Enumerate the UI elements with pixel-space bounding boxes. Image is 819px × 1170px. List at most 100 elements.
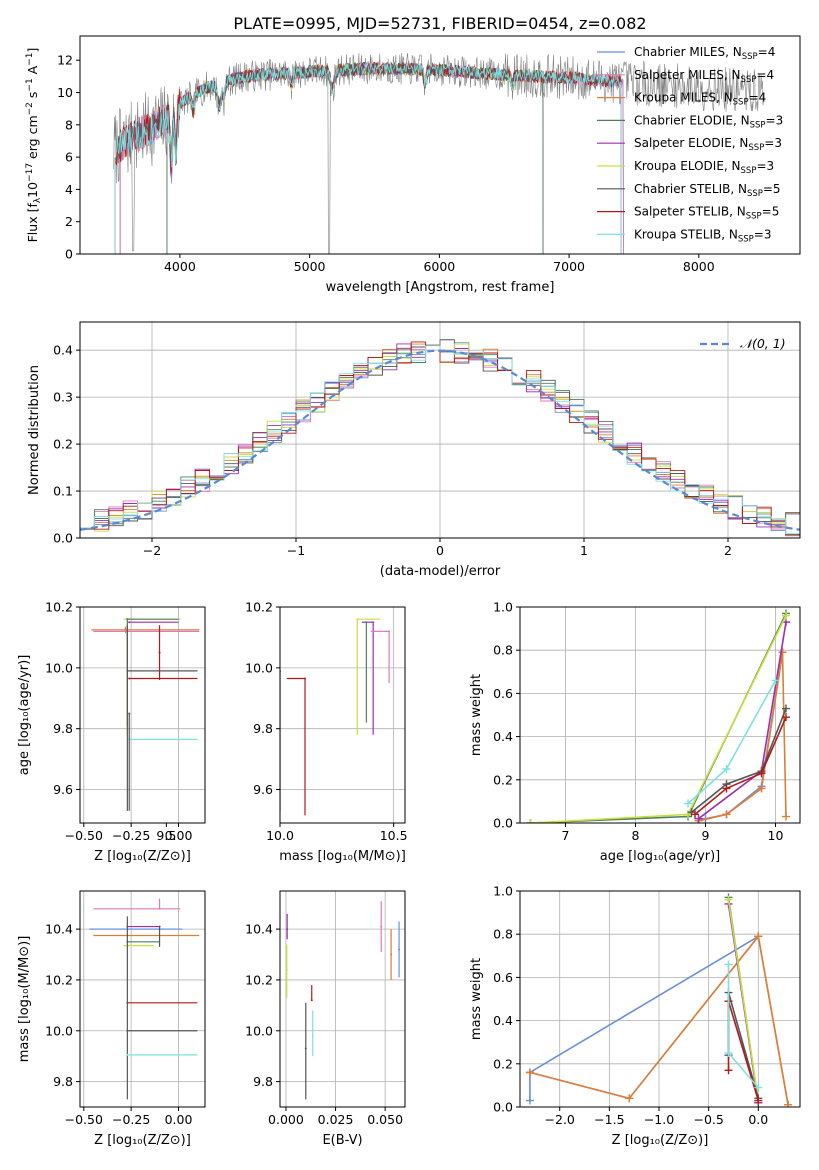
y-tick-label: 10.0: [245, 1023, 273, 1038]
data-point-marker: [722, 784, 731, 793]
axes: −0.50 −0.25 0.00 9.8 10.0 10.2 10.4 Z [log₁₀(Z/…: [17, 890, 206, 1148]
axes-frame: [519, 890, 801, 1108]
age-vs-metallicity-panel: −0.50 −0.25 0.00 9.6 9.8 10.0 10.2 Z [log₁₀(Z/Z…: [17, 600, 206, 864]
series-line: [705, 652, 784, 820]
x-tick-label: 2: [724, 543, 732, 558]
histogram-chabrier-stelib: [80, 345, 800, 538]
x-tick-label: −2.0: [545, 1112, 575, 1127]
histogram-kroupa-miles: [80, 343, 800, 538]
y-tick-label: 0.2: [493, 772, 513, 787]
x-tick-label: 8: [632, 828, 640, 843]
y-tick-label: 2: [65, 214, 73, 229]
legend-entry: Kroupa ELODIE, NSSP=3: [634, 159, 774, 176]
plot-area: [525, 893, 793, 1107]
axes: 0.000 0.025 0.050 9.8 10.0 10.2 10.4 E(B-V): [245, 890, 406, 1148]
series-line: [530, 615, 787, 823]
x-tick-label: 10: [768, 828, 784, 843]
data-point: [388, 630, 391, 633]
y-tick-label: 0.6: [493, 970, 513, 985]
y-tick-label: 0.4: [493, 1013, 513, 1028]
series-kroupa-stelib: [724, 960, 763, 1092]
errorbar-kroupa-stelib: [311, 1010, 314, 1057]
residual-histogram-panel: −2 −1 0 1 2 0.0 0.1 0.2 0.3 0.4 (data-model)/error…: [27, 321, 801, 579]
axes-frame: [279, 890, 406, 1108]
y-axis-label: mass weight: [469, 958, 484, 1040]
data-point-marker: [724, 1066, 733, 1075]
errorbar-salpeter-miles: [370, 630, 391, 684]
x-tick-label: 0.025: [318, 1112, 354, 1127]
x-tick-label: −0.25: [112, 1112, 150, 1127]
x-tick-label: 7000: [553, 259, 585, 274]
y-tick-label: 9.8: [53, 721, 73, 736]
histogram-salpeter-stelib: [80, 341, 800, 538]
data-point-marker: [778, 648, 787, 657]
histogram-salpeter-miles: [80, 339, 800, 538]
errorbar-salpeter-stelib: [158, 625, 161, 681]
errorbar-kroupa-miles: [390, 929, 393, 980]
data-point: [158, 907, 161, 910]
grid: [80, 891, 205, 1107]
x-tick-label: 0.050: [367, 1112, 403, 1127]
axes-frame: [79, 606, 206, 824]
series-chabrier-stelib: [687, 704, 790, 817]
data-point: [256, 738, 258, 740]
data-point: [126, 618, 129, 621]
errorbar-chabrier-elodie: [126, 618, 179, 726]
y-tick-label: 0.6: [493, 686, 513, 701]
plot-area: [80, 339, 800, 538]
y-tick-label: 0.0: [53, 531, 73, 546]
data-point-marker: [754, 1083, 763, 1092]
histogram-kroupa-stelib: [80, 345, 800, 538]
histogram-chabrier-miles: [80, 342, 800, 538]
y-axis-label: Normed distribution: [27, 365, 42, 495]
model-spectrum-kroupa-stelib: [114, 61, 622, 254]
model-spectrum-salpeter-miles: [119, 62, 624, 254]
legend-entry: Chabrier MILES, NSSP=4: [634, 45, 775, 62]
errorbar-salpeter-miles: [380, 901, 383, 952]
x-tick-label: 4000: [164, 259, 196, 274]
histogram-kroupa-elodie: [80, 343, 800, 538]
x-tick-label: 9.5: [156, 828, 176, 843]
legend-entry: Salpeter STELIB, NSSP=5: [634, 205, 779, 222]
data-point-marker: [694, 814, 703, 823]
data-point: [365, 621, 368, 624]
histogram-salpeter-elodie: [80, 343, 800, 538]
series-line: [530, 613, 787, 823]
y-tick-label: 1.0: [493, 600, 513, 615]
data-point: [372, 621, 375, 624]
x-tick-label: 10.0: [266, 828, 294, 843]
x-axis-label: Z [log₁₀(Z/Z⊙)]: [612, 1133, 709, 1148]
series-kroupa-miles: [525, 932, 793, 1107]
axes: −2 −1 0 1 2 0.0 0.1 0.2 0.3 0.4 (data-model)/error…: [27, 321, 801, 579]
y-tick-label: 0.2: [53, 437, 73, 452]
errorbar-salpeter-miles: [93, 898, 181, 910]
legend-entry: Kroupa MILES, NSSP=4: [634, 91, 766, 108]
errorbar-salpeter-elodie: [286, 913, 289, 940]
errorbar-salpeter-miles: [93, 628, 200, 635]
errorbar-salpeter-stelib: [126, 1001, 198, 1004]
y-tick-label: 9.6: [53, 782, 73, 797]
y-axis-label: mass [log₁₀(M/M⊙)]: [17, 936, 32, 1063]
weight-vs-metallicity-panel: −2.0 −1.5 −1.0 −0.5 0.0 0.0 0.2 0.4 0.6 0.8 1.0 Z […: [469, 884, 801, 1148]
data-point: [158, 651, 161, 654]
y-axis-label: Flux [fλ10−17 erg cm−2 s−1 A−1]: [25, 48, 43, 243]
data-point: [126, 669, 129, 672]
legend-entry: Salpeter MILES, NSSP=4: [634, 68, 774, 85]
data-point: [310, 999, 313, 1002]
series-kroupa-miles: [694, 648, 790, 823]
x-tick-label: −1: [287, 543, 305, 558]
data-point-marker: [754, 1096, 763, 1105]
axes: −2.0 −1.5 −1.0 −0.5 0.0 0.0 0.2 0.4 0.6 0.8 1.0 Z […: [469, 884, 801, 1148]
y-tick-label: 12: [57, 53, 73, 68]
x-tick-label: −0.50: [65, 1112, 103, 1127]
histogram-chabrier-elodie: [80, 339, 800, 538]
data-point: [304, 1047, 307, 1050]
y-tick-label: 10.2: [45, 972, 73, 987]
errorbar-chabrier-stelib: [304, 1002, 307, 1100]
y-tick-label: 8: [65, 117, 73, 132]
errorbar-chabrier-stelib: [126, 625, 198, 811]
y-axis-label: age [log₁₀(age/yr)]: [17, 655, 32, 776]
axes-frame: [79, 35, 801, 255]
x-tick-label: 0.000: [268, 1112, 304, 1127]
data-point: [158, 925, 161, 928]
